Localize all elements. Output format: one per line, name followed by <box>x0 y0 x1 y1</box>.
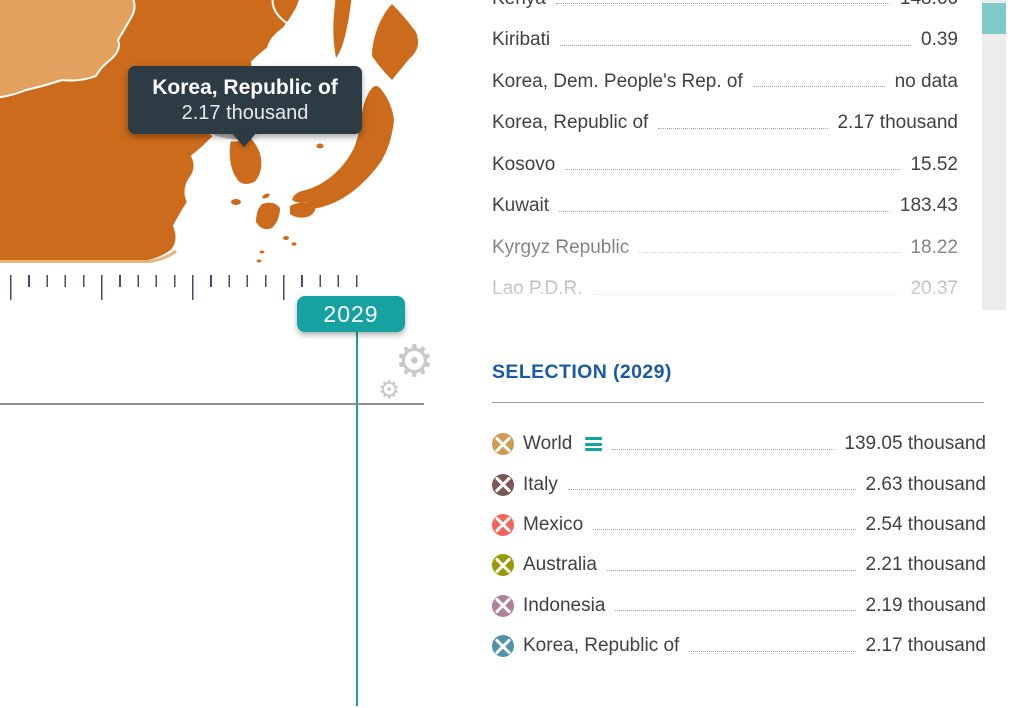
chart-panel-divider <box>0 403 424 405</box>
dotted-leader <box>658 127 828 129</box>
remove-country-icon[interactable] <box>492 433 514 456</box>
dotted-leader <box>615 610 856 612</box>
dotted-leader <box>592 293 901 295</box>
timeline-ticks[interactable] <box>10 275 360 300</box>
list-item[interactable]: Lao P.D.R. 20.37 <box>492 278 958 300</box>
dotted-leader <box>612 448 835 450</box>
map-island <box>316 143 324 149</box>
map-island <box>283 236 289 240</box>
map-island-honshu[interactable] <box>292 86 394 209</box>
tooltip-country-name: Korea, Republic of <box>152 75 338 99</box>
remove-country-icon[interactable] <box>492 554 514 577</box>
map-island <box>291 242 297 246</box>
gear-icon: ⚙ <box>394 336 434 387</box>
remove-country-icon[interactable] <box>492 473 514 496</box>
dotted-leader <box>752 86 885 88</box>
list-scrollbar-thumb[interactable] <box>982 3 1006 34</box>
selection-row[interactable]: Korea, Republic of 2.17 thousand <box>492 626 986 666</box>
map-coastline <box>0 249 177 263</box>
selection-row[interactable]: Indonesia 2.19 thousand <box>492 586 986 626</box>
tooltip-value: 2.17 thousand <box>181 101 309 124</box>
map-island-shikoku[interactable] <box>290 202 316 218</box>
map-tooltip: Korea, Republic of 2.17 thousand <box>128 66 362 147</box>
selection-row[interactable]: Italy 2.63 thousand <box>492 464 986 504</box>
list-item[interactable]: Kuwait 183.43 <box>492 195 958 217</box>
remove-country-icon[interactable] <box>492 594 514 617</box>
map-island-jeju[interactable] <box>231 199 241 205</box>
tooltip-pointer <box>231 132 257 147</box>
dotted-leader <box>689 650 856 652</box>
series-menu-icon[interactable] <box>585 437 603 452</box>
gear-icon: ⚙ <box>378 375 401 404</box>
year-label: 2029 <box>323 300 379 327</box>
map-border-line <box>271 0 290 55</box>
remove-country-icon[interactable] <box>492 513 514 536</box>
list-scrollbar-track[interactable] <box>982 0 1006 310</box>
dotted-leader <box>559 210 890 212</box>
dotted-leader <box>555 3 890 5</box>
map-island <box>256 259 262 263</box>
map-island-sakhalin[interactable] <box>333 0 352 58</box>
list-item[interactable]: Korea, Dem. People's Rep. of no data <box>492 70 958 92</box>
selection-section-title: SELECTION (2029) <box>492 361 672 383</box>
selection-list: World 139.05 thousand Italy 2.63 thousan… <box>492 424 986 666</box>
year-slider-handle[interactable]: 2029 <box>297 296 405 332</box>
selection-row[interactable]: World 139.05 thousand <box>492 424 986 464</box>
year-indicator-line <box>356 332 358 706</box>
dotted-leader <box>560 44 912 46</box>
list-item[interactable]: Kyrgyz Republic 18.22 <box>492 236 958 258</box>
selection-divider <box>492 402 984 403</box>
dotted-leader <box>565 169 901 171</box>
settings-gears-icon[interactable]: ⚙ ⚙ <box>378 336 434 404</box>
list-item[interactable]: Kosovo 15.52 <box>492 153 958 175</box>
dotted-leader <box>593 529 856 531</box>
map-country-mongolia[interactable] <box>0 0 136 99</box>
map-island <box>259 250 265 254</box>
selection-row[interactable]: Mexico 2.54 thousand <box>492 505 986 545</box>
dotted-leader <box>606 569 856 571</box>
map-island-hokkaido[interactable] <box>372 4 418 80</box>
map-island <box>262 193 270 199</box>
list-item[interactable]: Kiribati 0.39 <box>492 29 958 51</box>
dotted-leader <box>567 489 856 491</box>
country-ranking-list: Kenya 148.66 Kiribati 0.39 Korea, Dem. P… <box>492 0 958 310</box>
remove-country-icon[interactable] <box>492 635 514 658</box>
list-item[interactable]: Korea, Republic of 2.17 thousand <box>492 112 958 134</box>
map-island-kyushu[interactable] <box>256 202 280 230</box>
selection-row[interactable]: Australia 2.21 thousand <box>492 545 986 585</box>
list-item[interactable]: Kenya 148.66 <box>492 0 958 20</box>
dotted-leader <box>639 252 901 254</box>
